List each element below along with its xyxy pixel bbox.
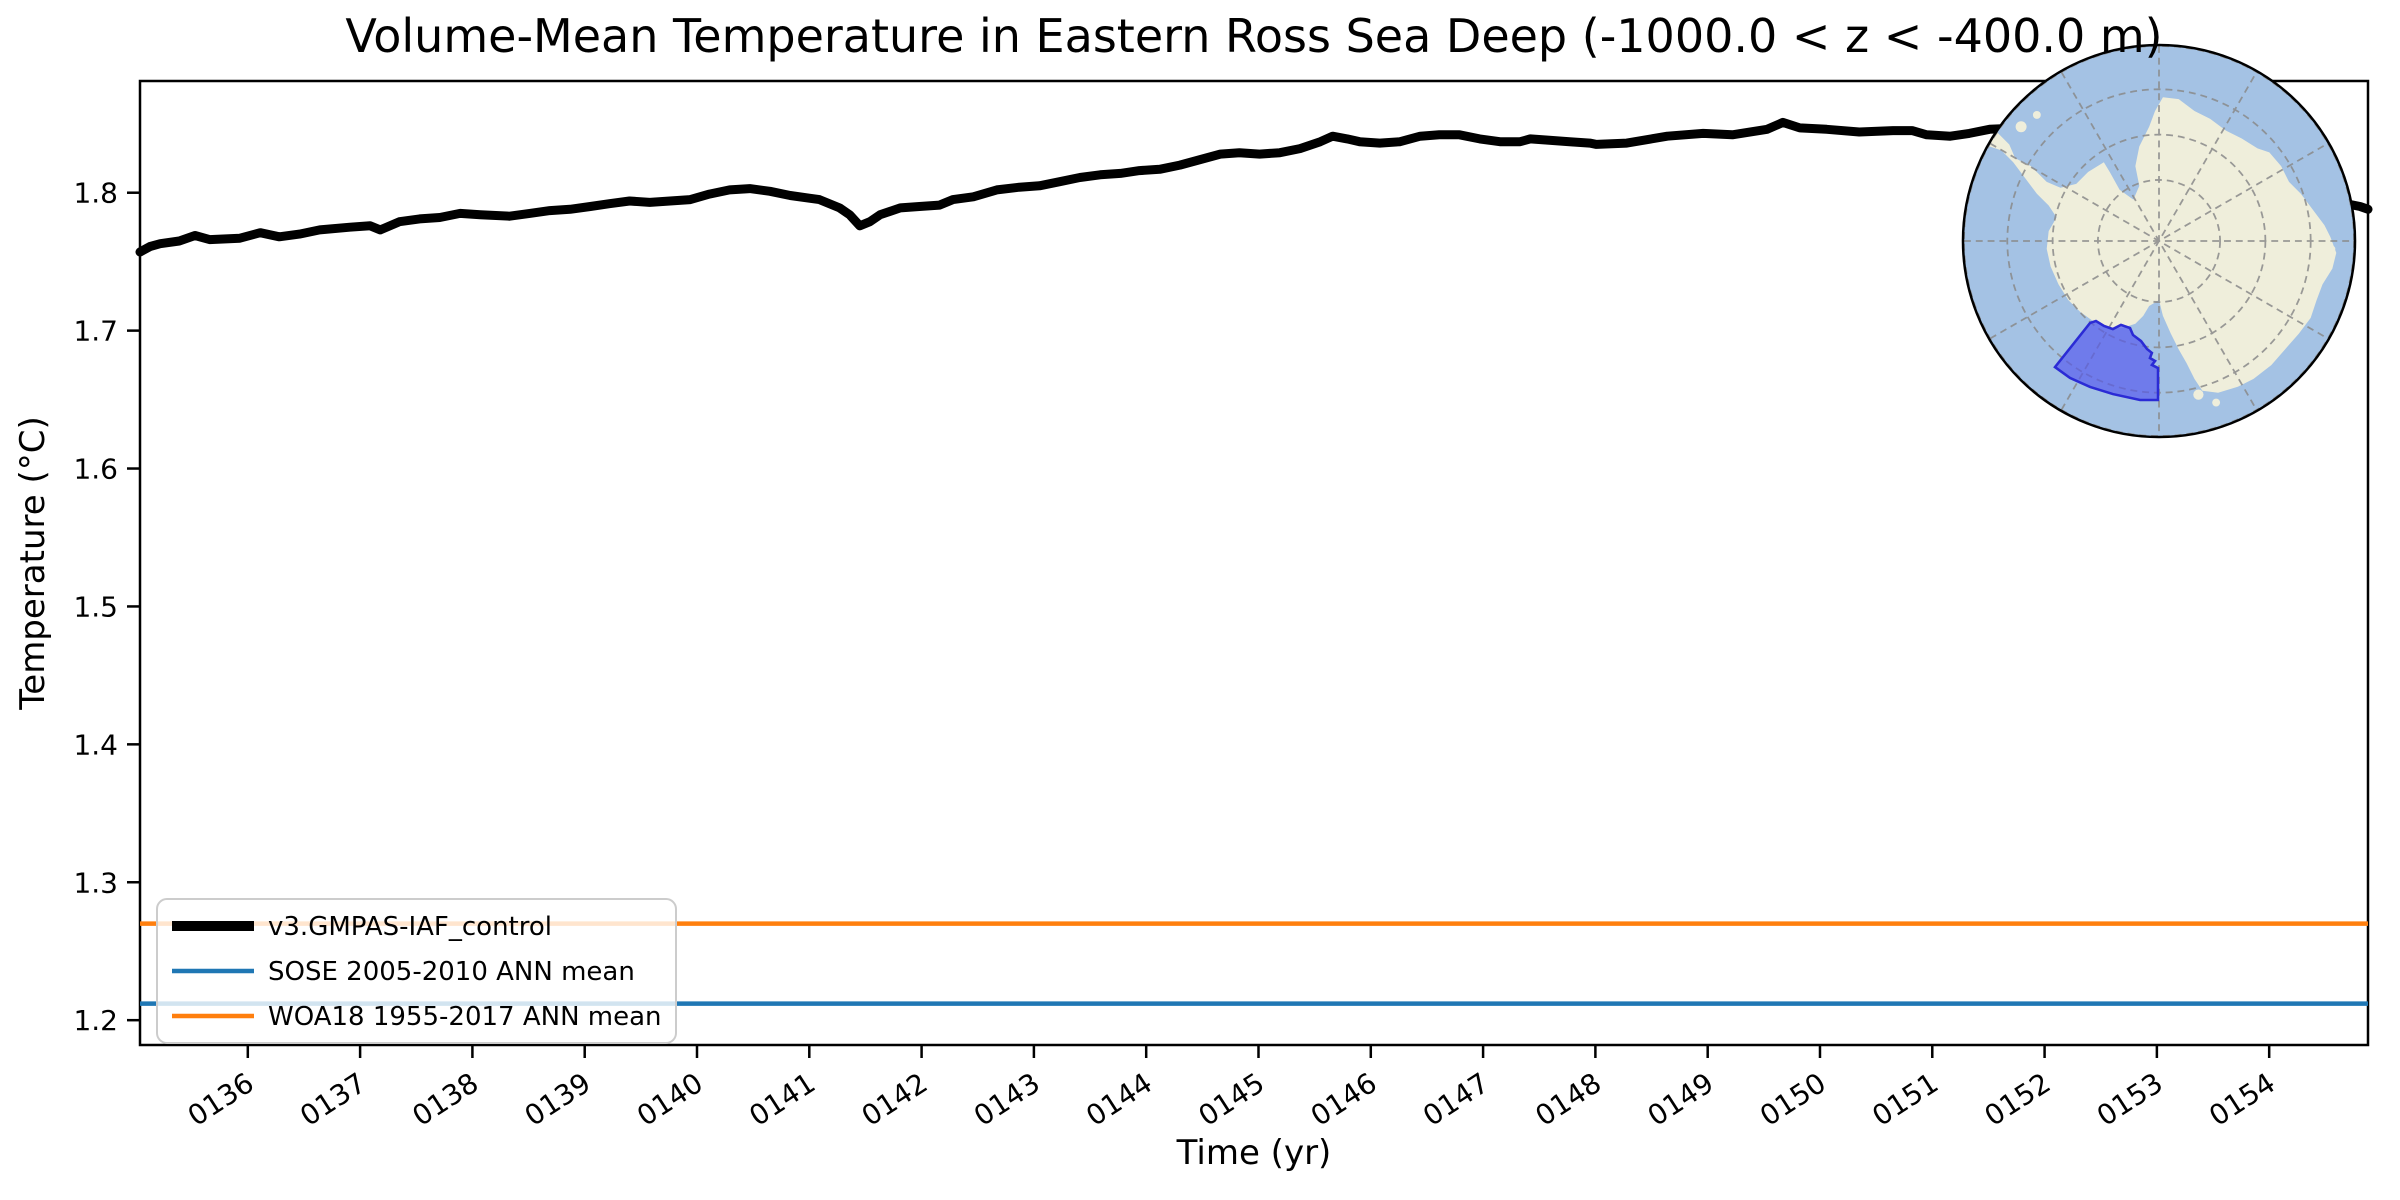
map-border <box>1961 43 2357 439</box>
y-tick-label: 1.4 <box>73 728 118 761</box>
x-tick-label: 0148 <box>1529 1066 1607 1132</box>
x-axis: 0136 0137 0138 0139 0140 0141 0142 0143 0144 0145… <box>182 1045 2281 1133</box>
x-tick-label: 0152 <box>1979 1066 2057 1132</box>
map-inset <box>1961 43 2357 439</box>
x-tick-label: 0137 <box>294 1066 372 1132</box>
y-axis: 1.2 1.3 1.4 1.5 1.6 1.7 1.8 <box>73 177 140 1037</box>
x-tick-label: 0139 <box>519 1066 597 1132</box>
y-tick-label: 1.6 <box>73 453 118 486</box>
x-tick-label: 0147 <box>1417 1066 1495 1132</box>
x-tick-label: 0145 <box>1193 1066 1271 1132</box>
x-tick-label: 0136 <box>182 1066 260 1132</box>
x-tick-label: 0143 <box>968 1066 1046 1132</box>
map-islands <box>2015 110 2336 407</box>
x-tick-label: 0142 <box>856 1066 934 1132</box>
temperature-series-line <box>135 117 2373 257</box>
eastern-ross-sea-region <box>2053 319 2160 402</box>
legend: v3.GMPAS-IAF_control SOSE 2005-2010 ANN m… <box>156 898 677 1044</box>
y-tick-label: 1.5 <box>73 590 118 623</box>
x-tick-label: 0144 <box>1080 1066 1158 1132</box>
legend-label: WOA18 1955-2017 ANN mean <box>268 1002 662 1032</box>
legend-label: SOSE 2005-2010 ANN mean <box>268 957 635 987</box>
plot-area-border <box>138 79 2370 1047</box>
x-tick-label: 0140 <box>631 1066 709 1132</box>
antarctica-landmass <box>1983 97 2337 393</box>
x-tick-label: 0149 <box>1642 1066 1720 1132</box>
x-axis-label: Time (yr) <box>1176 1133 1332 1173</box>
y-tick-label: 1.3 <box>73 866 118 899</box>
x-tick-label: 0154 <box>2203 1066 2281 1132</box>
y-axis-label: Temperature (°C) <box>13 416 53 710</box>
x-tick-label: 0141 <box>743 1066 821 1132</box>
x-tick-label: 0146 <box>1305 1066 1383 1132</box>
x-tick-label: 0151 <box>1866 1066 1944 1132</box>
y-tick-label: 1.2 <box>73 1004 118 1037</box>
chart-title: Volume-Mean Temperature in Eastern Ross … <box>345 9 2162 63</box>
legend-label: v3.GMPAS-IAF_control <box>268 912 552 942</box>
x-tick-label: 0153 <box>2091 1066 2169 1132</box>
x-tick-label: 0150 <box>1754 1066 1832 1132</box>
x-tick-label: 0138 <box>406 1066 484 1132</box>
y-tick-label: 1.8 <box>73 177 118 210</box>
legend-box <box>156 898 677 1044</box>
y-tick-label: 1.7 <box>73 315 118 348</box>
